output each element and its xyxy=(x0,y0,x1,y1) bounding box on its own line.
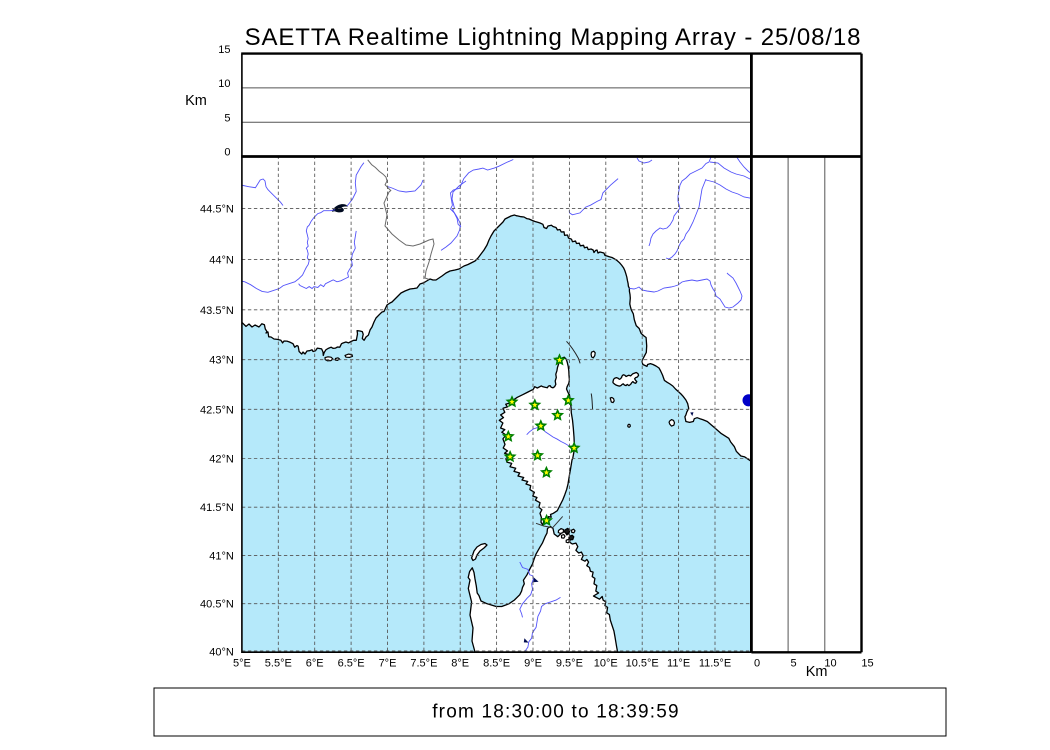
svg-text:15: 15 xyxy=(861,658,873,670)
svg-text:8°E: 8°E xyxy=(451,658,469,670)
svg-text:10: 10 xyxy=(824,658,836,670)
svg-text:Km: Km xyxy=(185,93,207,109)
svg-text:10.5°E: 10.5°E xyxy=(626,658,659,670)
svg-text:8.5°E: 8.5°E xyxy=(483,658,510,670)
svg-text:0: 0 xyxy=(224,146,230,158)
svg-text:10°E: 10°E xyxy=(594,658,618,670)
svg-text:40.5°N: 40.5°N xyxy=(200,599,234,611)
svg-text:43.5°N: 43.5°N xyxy=(200,305,234,317)
svg-text:7°E: 7°E xyxy=(379,658,397,670)
svg-text:9°E: 9°E xyxy=(524,658,542,670)
svg-text:11.5°E: 11.5°E xyxy=(699,658,731,670)
svg-text:15: 15 xyxy=(218,44,230,56)
svg-text:44°N: 44°N xyxy=(209,254,234,266)
svg-text:42°N: 42°N xyxy=(209,454,234,466)
svg-text:SAETTA Realtime Lightning Mapp: SAETTA Realtime Lightning Mapping Array … xyxy=(245,24,862,51)
svg-text:5: 5 xyxy=(790,658,796,670)
svg-text:42.5°N: 42.5°N xyxy=(200,404,234,416)
svg-text:5: 5 xyxy=(224,113,230,125)
svg-text:Km: Km xyxy=(806,664,828,680)
svg-text:43°N: 43°N xyxy=(209,355,234,367)
svg-text:41°N: 41°N xyxy=(209,551,234,563)
svg-text:0: 0 xyxy=(754,658,760,670)
svg-text:5.5°E: 5.5°E xyxy=(265,658,292,670)
svg-text:7.5°E: 7.5°E xyxy=(410,658,437,670)
svg-text:5°E: 5°E xyxy=(233,658,251,670)
svg-text:10: 10 xyxy=(218,78,230,90)
svg-text:40°N: 40°N xyxy=(209,646,234,658)
svg-text:11°E: 11°E xyxy=(667,658,690,670)
svg-text:from 18:30:00 to 18:39:59: from 18:30:00 to 18:39:59 xyxy=(432,702,680,723)
svg-text:9.5°E: 9.5°E xyxy=(556,658,583,670)
svg-text:6.5°E: 6.5°E xyxy=(338,658,365,670)
svg-text:6°E: 6°E xyxy=(306,658,324,670)
svg-text:41.5°N: 41.5°N xyxy=(200,502,234,514)
svg-text:44.5°N: 44.5°N xyxy=(200,204,234,216)
